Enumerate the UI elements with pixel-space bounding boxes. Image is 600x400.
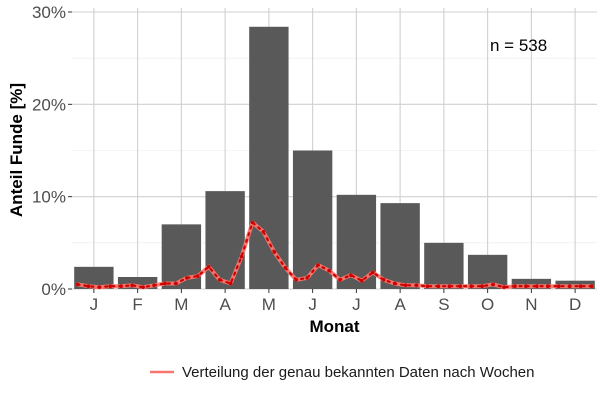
weekly-point <box>524 284 528 289</box>
weekly-point <box>86 284 91 289</box>
weekly-point <box>545 284 550 289</box>
x-tick-label: S <box>438 295 449 314</box>
weekly-point <box>535 284 539 289</box>
weekly-point <box>567 284 572 289</box>
y-tick-label: 20% <box>32 95 66 114</box>
x-tick-label: A <box>394 295 406 314</box>
weekly-point <box>75 282 80 287</box>
weekly-point <box>283 265 288 270</box>
x-tick-label: A <box>219 295 231 314</box>
axis-layer: 0% 10% 20% 30% J F M A M J J A S O N D <box>32 3 581 314</box>
weekly-point <box>163 281 167 286</box>
weekly-point <box>513 284 517 289</box>
x-tick-label: M <box>174 295 188 314</box>
x-tick-label: J <box>90 295 99 314</box>
bar-8 <box>380 203 420 289</box>
weekly-point <box>370 270 375 275</box>
weekly-point <box>414 283 419 288</box>
weekly-point <box>250 220 255 225</box>
weekly-point <box>392 281 397 286</box>
sample-size-annotation: n = 538 <box>490 36 547 55</box>
x-axis-title: Monat <box>309 317 359 336</box>
weekly-point <box>228 281 233 286</box>
plot-panel <box>72 8 597 289</box>
weekly-point <box>338 277 342 282</box>
weekly-point <box>381 277 386 282</box>
line-series-layer <box>75 220 594 290</box>
weekly-point <box>480 284 484 289</box>
bar-11 <box>511 278 552 289</box>
weekly-point <box>589 284 594 289</box>
bar-4 <box>205 191 245 289</box>
grid-layer <box>72 8 597 290</box>
x-tick-label: J <box>308 295 317 314</box>
weekly-point <box>185 276 189 280</box>
weekly-line-dots <box>76 220 593 289</box>
x-tick-label: F <box>132 295 142 314</box>
bar-layer <box>74 26 595 289</box>
weekly-point <box>294 277 299 282</box>
weekly-point <box>141 285 145 289</box>
weekly-point <box>502 285 506 289</box>
weekly-point <box>152 283 156 288</box>
x-tick-label: O <box>481 295 494 314</box>
y-tick-label: 0% <box>41 280 66 299</box>
x-tick-label: D <box>569 295 581 314</box>
weekly-point <box>261 229 266 234</box>
weekly-point <box>436 284 441 289</box>
legend-label: Verteilung der genau bekannten Daten nac… <box>182 364 535 381</box>
x-tick-label: N <box>525 295 537 314</box>
weekly-point <box>458 284 463 289</box>
x-tick-label: J <box>352 295 361 314</box>
weekly-point <box>108 284 113 289</box>
bar-6 <box>292 150 333 289</box>
weekly-point <box>130 283 134 288</box>
weekly-point <box>97 285 102 289</box>
weekly-point <box>447 284 452 289</box>
weekly-point <box>239 254 244 259</box>
weekly-point <box>217 277 222 282</box>
weekly-point <box>403 283 408 288</box>
y-tick-label: 30% <box>32 3 66 22</box>
x-tick-label: M <box>262 295 276 314</box>
weekly-point <box>195 274 200 278</box>
bar-9 <box>424 242 464 289</box>
weekly-point <box>174 281 178 286</box>
weekly-point <box>491 282 495 287</box>
y-axis-title: Anteil Funde [%] <box>7 83 26 217</box>
weekly-point <box>272 250 277 254</box>
weekly-point <box>556 284 561 289</box>
weekly-point <box>425 284 430 289</box>
weekly-point <box>206 265 211 269</box>
legend: Verteilung der genau bekannten Daten nac… <box>150 364 535 381</box>
weekly-point <box>327 268 331 273</box>
weekly-point <box>119 284 124 289</box>
weekly-point <box>578 284 583 289</box>
weekly-point <box>316 263 320 267</box>
weekly-point <box>469 284 474 289</box>
y-tick-label: 10% <box>32 188 66 207</box>
weekly-point <box>305 276 309 280</box>
weekly-point <box>349 273 353 277</box>
bar-5 <box>249 26 289 289</box>
weekly-point <box>360 278 364 283</box>
